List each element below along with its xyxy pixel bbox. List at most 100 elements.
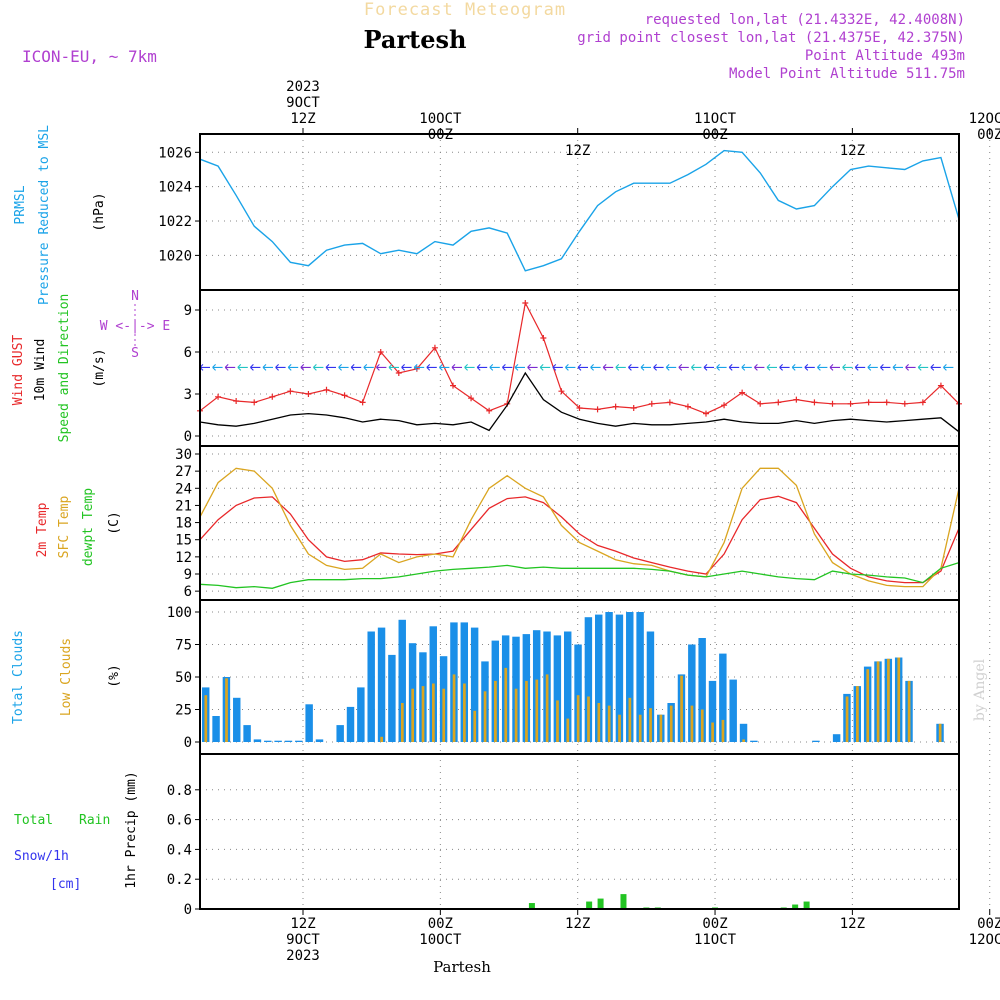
wind-arrow-35 [640, 364, 651, 371]
bottom-time-label-0-2: 2023 [286, 948, 320, 964]
total-cloud-bar-59 [812, 740, 820, 742]
ytick-label-4-2: 0.4 [167, 842, 192, 858]
wind-arrow-12 [350, 364, 362, 371]
low-cloud-bar-29 [504, 667, 508, 742]
compass-s: S [131, 346, 139, 361]
ytick-label-0-1: 1022 [158, 214, 192, 230]
low-cloud-bar-36 [576, 695, 580, 742]
top-time-label-0-0: 2023 [286, 79, 320, 95]
low-cloud-bar-63 [856, 686, 859, 742]
wind-arrow-54 [880, 364, 891, 371]
wind-arrow-20 [451, 364, 462, 371]
gust-point-8 [341, 392, 348, 399]
wind-arrow-50 [829, 364, 840, 371]
clouds-unit: (%) [107, 664, 122, 687]
gust-point-27 [684, 403, 691, 410]
wind-arrow-27 [539, 364, 551, 371]
gust-point-41 [937, 382, 944, 389]
wind-arrow-38 [678, 364, 689, 371]
temp-2m-label: 2m Temp [35, 502, 50, 557]
gust-point-34 [811, 399, 818, 406]
wind-10m-label: 10m Wind [33, 339, 48, 402]
axes-layer: 1020102210241026036969121518212427300255… [158, 79, 1000, 964]
low-cloud-bar-35 [566, 718, 570, 742]
gust-point-22 [594, 406, 601, 413]
rain-label: Rain [79, 813, 110, 828]
gust-point-29 [721, 402, 728, 409]
gust-point-38 [883, 399, 890, 406]
marks-layer [197, 149, 962, 910]
temperature-panel [199, 445, 960, 601]
bottom-time-label-0-0: 12Z [290, 916, 315, 932]
top-time-label-0-2: 12Z [290, 111, 315, 127]
total-cloud-bar-17 [377, 627, 386, 742]
pressure-unit: (hPa) [92, 192, 107, 231]
ytick-label-2-7: 27 [175, 464, 192, 480]
gust-line [199, 301, 960, 415]
wind-line [199, 371, 960, 433]
wind-arrow-23 [489, 364, 500, 371]
low-cloud-bar-43 [649, 708, 652, 742]
wind-arrow-22 [476, 364, 488, 371]
ytick-label-0-0: 1020 [158, 248, 192, 264]
requested-coords: requested lon,lat (21.4332E, 42.4008N) [645, 12, 965, 28]
ytick-label-1-1: 3 [184, 387, 192, 403]
low-cloud-bar-68 [907, 680, 911, 742]
wind-arrow-0 [199, 364, 210, 371]
wind-arrow-59 [943, 364, 954, 371]
low-cloud-bar-62 [845, 696, 849, 742]
low-cloud-bar-23 [442, 688, 446, 742]
gust-point-13 [431, 344, 438, 351]
gust-point-30 [739, 389, 746, 396]
low-cloud-bar-38 [597, 703, 601, 742]
temp-sfc-line [199, 467, 960, 588]
gust-point-18 [522, 300, 529, 306]
compass-n: N [131, 289, 139, 304]
total-cloud-bar-18 [388, 654, 396, 742]
top-time-label-3-0: 11OCT [694, 111, 737, 127]
gust-point-36 [847, 400, 854, 407]
ytick-label-3-0: 0 [184, 735, 192, 751]
gust-point-32 [775, 399, 782, 406]
bottom-station: Partesh [433, 958, 491, 976]
low-cloud-bar-37 [587, 696, 590, 742]
low-cloud-bar-44 [659, 714, 663, 742]
wind-arrow-17 [413, 364, 425, 371]
ytick-label-0-3: 1026 [158, 145, 192, 161]
total-cloud-bar-5 [253, 739, 262, 742]
ytick-label-2-8: 30 [175, 447, 192, 463]
ytick-label-2-2: 12 [175, 550, 192, 566]
wind-arrow-42 [728, 364, 740, 371]
temp-dewpt-label: dewpt Temp [81, 488, 96, 566]
total-cloud-bar-3 [233, 697, 241, 742]
rain-bar-0 [528, 903, 535, 909]
ytick-label-2-1: 9 [184, 567, 192, 583]
bottom-time-label-0-1: 9OCT [286, 932, 320, 948]
wind-arrow-52 [854, 364, 866, 371]
low-cloud-bar-66 [887, 658, 890, 742]
ytick-label-0-2: 1024 [158, 180, 192, 196]
top-time-label-2-0: 12Z [565, 143, 590, 159]
low-cloud-bar-19 [400, 703, 404, 742]
temp-unit: (C) [107, 511, 122, 534]
rain-bar-2 [597, 898, 604, 909]
wind-speed-dir-label: Speed and Direction [57, 294, 72, 443]
wind-arrow-55 [892, 364, 903, 371]
wind-arrow-46 [779, 364, 790, 371]
total-clouds-label: Total Clouds [11, 630, 26, 724]
gust-point-2 [233, 398, 240, 404]
pressure-line [199, 149, 960, 272]
wind-arrow-36 [653, 364, 664, 371]
gust-point-10 [377, 349, 384, 355]
total-cloud-bar-25 [460, 622, 469, 742]
wind-arrow-3 [237, 364, 248, 371]
bottom-time-label-3-0: 00Z [702, 916, 727, 932]
total-label: Total [14, 813, 53, 828]
wind-arrow-58 [930, 364, 941, 371]
total-cloud-bar-13 [336, 725, 344, 742]
ytick-label-3-4: 100 [167, 605, 192, 621]
low-cloud-bar-31 [525, 680, 528, 742]
total-cloud-bar-48 [698, 638, 706, 742]
gust-point-1 [215, 393, 222, 400]
